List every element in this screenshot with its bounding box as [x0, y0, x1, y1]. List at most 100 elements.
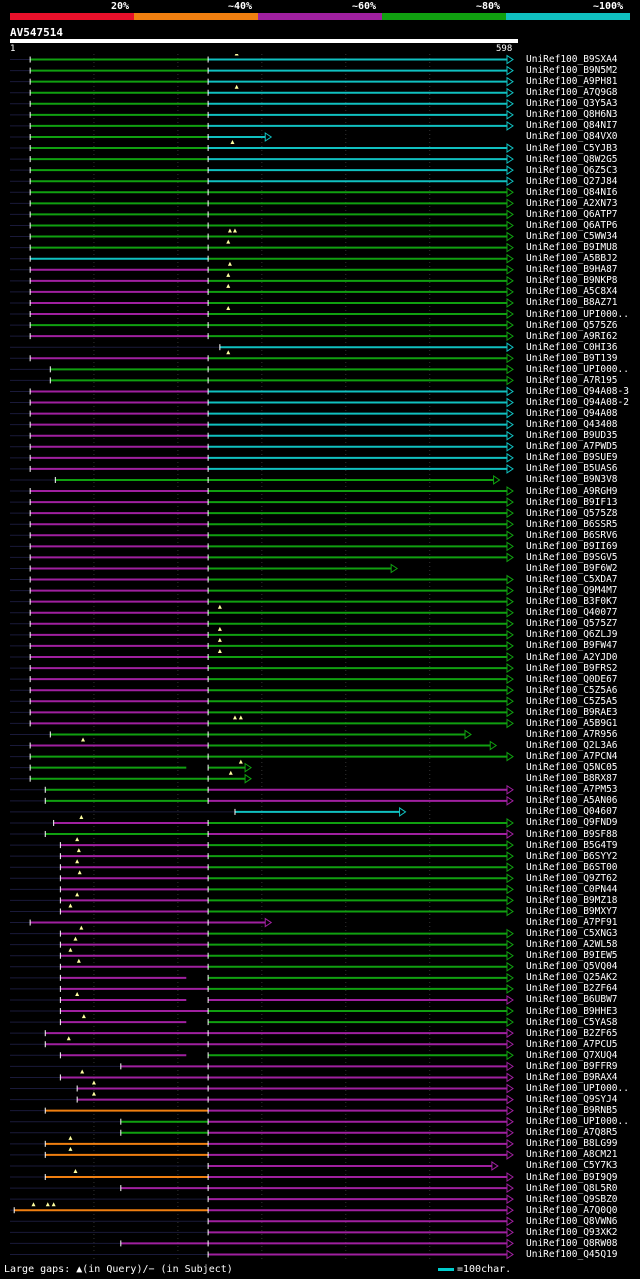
hit-row[interactable] — [10, 350, 514, 364]
hit-id-link[interactable]: UniRef100_Q3Y5A3 — [526, 98, 618, 110]
hit-row[interactable] — [10, 991, 514, 1005]
hit-row[interactable] — [10, 892, 514, 906]
hit-id-link[interactable]: UniRef100_B9HHE3 — [526, 1005, 618, 1017]
hit-id-link[interactable]: UniRef100_B9SXA4 — [526, 54, 618, 66]
hit-id-link[interactable]: UniRef100_Q8W2G5 — [526, 153, 618, 165]
hit-id-link[interactable]: UniRef100_B9T139 — [526, 352, 618, 364]
hit-id-link[interactable]: UniRef100_B6SYY2 — [526, 850, 618, 862]
hit-row[interactable] — [10, 397, 514, 408]
hit-row[interactable] — [10, 331, 514, 342]
hit-row[interactable] — [10, 1080, 514, 1094]
hit-id-link[interactable]: UniRef100_B9IMU8 — [526, 242, 618, 254]
hit-id-link[interactable]: UniRef100_C0HI36 — [526, 341, 618, 353]
hit-id-link[interactable]: UniRef100_A7Q8R5 — [526, 1127, 618, 1139]
hit-id-link[interactable]: UniRef100_C5XNG3 — [526, 928, 618, 940]
hit-row[interactable] — [10, 140, 514, 153]
hit-id-link[interactable]: UniRef100_C5Z5A5 — [526, 695, 618, 707]
hit-row[interactable] — [10, 1169, 514, 1182]
hit-id-link[interactable]: UniRef100_Q43408 — [526, 419, 618, 431]
hit-row[interactable] — [10, 707, 514, 718]
hit-id-link[interactable]: UniRef100_A2YJD0 — [526, 651, 618, 663]
hit-id-link[interactable]: UniRef100_Q6ATP6 — [526, 219, 618, 231]
hit-id-link[interactable]: UniRef100_B8RX87 — [526, 773, 618, 785]
hit-id-link[interactable]: UniRef100_B2ZF64 — [526, 983, 618, 995]
hit-row[interactable] — [10, 637, 514, 651]
hit-id-link[interactable]: UniRef100_Q84NI7 — [526, 120, 618, 132]
hit-id-link[interactable]: UniRef100_A9RI62 — [526, 330, 618, 342]
hit-row[interactable] — [10, 419, 514, 430]
hit-row[interactable] — [10, 1061, 514, 1072]
hit-id-link[interactable]: UniRef100_B9RAX4 — [526, 1071, 618, 1083]
hit-row[interactable] — [10, 972, 514, 983]
hit-id-link[interactable]: UniRef100_Q8VWN6 — [526, 1215, 618, 1227]
hit-id-link[interactable]: UniRef100_Q45Q19 — [526, 1248, 618, 1260]
hit-row[interactable] — [10, 1216, 514, 1227]
hit-row[interactable] — [10, 1127, 514, 1138]
hit-id-link[interactable]: UniRef100_B9HA87 — [526, 264, 618, 276]
hit-id-link[interactable]: UniRef100_B9II69 — [526, 540, 618, 552]
hit-id-link[interactable]: UniRef100_B9MXY7 — [526, 905, 618, 917]
hit-row[interactable] — [10, 1050, 514, 1061]
hit-id-link[interactable]: UniRef100_A5AN06 — [526, 795, 618, 807]
hit-id-link[interactable]: UniRef100_Q6Z5C3 — [526, 164, 618, 176]
hit-id-link[interactable]: UniRef100_B9FW47 — [526, 640, 618, 652]
hit-id-link[interactable]: UniRef100_Q9M4M7 — [526, 585, 618, 597]
hit-row[interactable] — [10, 1135, 514, 1149]
hit-id-link[interactable]: UniRef100_B8AZ71 — [526, 297, 618, 309]
hit-row[interactable] — [10, 261, 514, 275]
hit-row[interactable] — [10, 408, 514, 419]
hit-id-link[interactable]: UniRef100_Q5NC05 — [526, 762, 618, 774]
hit-row[interactable] — [10, 519, 514, 530]
hit-row[interactable] — [10, 1249, 514, 1260]
hit-id-link[interactable]: UniRef100_B6ST00 — [526, 861, 618, 873]
hit-row[interactable] — [10, 452, 514, 463]
hit-row[interactable] — [10, 463, 514, 474]
hit-row[interactable] — [10, 983, 514, 994]
hit-id-link[interactable]: UniRef100_Q2L3A6 — [526, 740, 618, 751]
hit-row[interactable] — [10, 386, 514, 397]
hit-row[interactable] — [10, 1105, 514, 1116]
hit-row[interactable] — [10, 649, 514, 662]
hit-row[interactable] — [10, 814, 514, 828]
hit-id-link[interactable]: UniRef100_A2XN73 — [526, 197, 618, 209]
hit-row[interactable] — [10, 837, 514, 851]
hit-row[interactable] — [10, 1028, 514, 1039]
hit-row[interactable] — [10, 283, 514, 297]
hit-row[interactable] — [10, 375, 514, 386]
hit-row[interactable] — [10, 1006, 514, 1016]
hit-row[interactable] — [10, 1183, 514, 1194]
hit-id-link[interactable]: UniRef100_Q9FND9 — [526, 817, 618, 829]
hit-row[interactable] — [10, 663, 514, 673]
hit-row[interactable] — [10, 696, 514, 707]
hit-row[interactable] — [10, 54, 514, 65]
hit-row[interactable] — [10, 1238, 514, 1249]
hit-id-link[interactable]: UniRef100_B6SRV6 — [526, 529, 618, 541]
hit-id-link[interactable]: UniRef100_B5UAS6 — [526, 463, 618, 475]
hit-id-link[interactable]: UniRef100_A7Q0Q0 — [526, 1204, 618, 1216]
hit-id-link[interactable]: UniRef100_Q27J84 — [526, 175, 618, 187]
hit-row[interactable] — [10, 320, 514, 331]
hit-id-link[interactable]: UniRef100_Q40077 — [526, 607, 618, 619]
hit-row[interactable] — [10, 209, 514, 220]
hit-id-link[interactable]: UniRef100_Q04607 — [526, 806, 618, 818]
hit-id-link[interactable]: UniRef100_Q94A08 — [526, 408, 618, 420]
hit-row[interactable] — [10, 120, 514, 131]
hit-id-link[interactable]: UniRef100_Q9ZT62 — [526, 872, 618, 884]
hit-id-link[interactable]: UniRef100_A7R195 — [526, 374, 618, 386]
hit-id-link[interactable]: UniRef100_C5XDA7 — [526, 574, 618, 586]
hit-row[interactable] — [10, 947, 514, 961]
hit-row[interactable] — [10, 859, 514, 873]
hit-row[interactable] — [10, 674, 514, 685]
hit-row[interactable] — [10, 239, 514, 253]
hit-id-link[interactable]: UniRef100_B9F6W2 — [526, 562, 618, 574]
hit-row[interactable] — [10, 98, 514, 109]
hit-row[interactable] — [10, 298, 514, 308]
hit-id-link[interactable]: UniRef100_B9I9Q9 — [526, 1171, 618, 1183]
hit-row[interactable] — [10, 563, 399, 574]
hit-row[interactable] — [10, 795, 514, 806]
hit-row[interactable] — [10, 1069, 514, 1083]
hit-row[interactable] — [10, 1161, 499, 1171]
hit-id-link[interactable]: UniRef100_Q9SBZ0 — [526, 1193, 618, 1205]
hit-id-link[interactable]: UniRef100_B9FFR9 — [526, 1060, 618, 1072]
hit-id-link[interactable]: UniRef100_B9IF13 — [526, 496, 618, 508]
